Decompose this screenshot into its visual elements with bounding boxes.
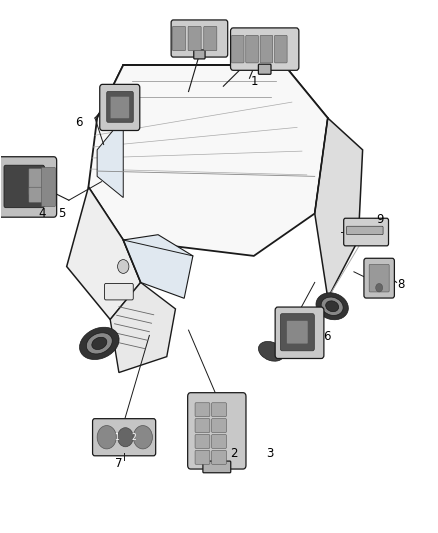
Ellipse shape <box>92 337 107 350</box>
FancyBboxPatch shape <box>29 168 44 195</box>
FancyBboxPatch shape <box>258 64 271 74</box>
FancyBboxPatch shape <box>212 450 226 464</box>
FancyBboxPatch shape <box>0 157 57 217</box>
FancyBboxPatch shape <box>107 92 133 122</box>
FancyBboxPatch shape <box>231 35 244 63</box>
Circle shape <box>117 260 129 273</box>
Text: 2: 2 <box>230 447 237 459</box>
FancyBboxPatch shape <box>346 226 383 235</box>
FancyBboxPatch shape <box>110 96 129 118</box>
Text: 6: 6 <box>323 330 331 343</box>
FancyBboxPatch shape <box>275 307 324 359</box>
Circle shape <box>117 427 133 447</box>
Polygon shape <box>110 282 176 373</box>
Ellipse shape <box>316 293 348 320</box>
Ellipse shape <box>80 327 119 360</box>
FancyBboxPatch shape <box>230 28 299 70</box>
FancyBboxPatch shape <box>173 26 185 51</box>
FancyBboxPatch shape <box>287 320 308 344</box>
Text: 1: 1 <box>251 76 258 88</box>
FancyBboxPatch shape <box>42 167 55 207</box>
FancyBboxPatch shape <box>364 259 394 298</box>
FancyBboxPatch shape <box>195 450 210 464</box>
Text: 4: 4 <box>39 207 46 220</box>
Text: 1: 1 <box>114 433 119 442</box>
Text: 2: 2 <box>132 433 137 442</box>
Circle shape <box>97 425 116 449</box>
FancyBboxPatch shape <box>188 26 201 51</box>
FancyBboxPatch shape <box>171 20 228 57</box>
Text: 8: 8 <box>397 278 405 291</box>
FancyBboxPatch shape <box>203 461 231 473</box>
Text: 3: 3 <box>266 447 273 459</box>
FancyBboxPatch shape <box>275 35 287 63</box>
Text: 7: 7 <box>115 457 123 470</box>
Polygon shape <box>88 65 328 256</box>
FancyBboxPatch shape <box>260 35 273 63</box>
Text: 9: 9 <box>377 213 384 227</box>
Polygon shape <box>97 118 123 198</box>
FancyBboxPatch shape <box>195 403 210 417</box>
FancyBboxPatch shape <box>195 434 210 448</box>
Ellipse shape <box>321 297 343 316</box>
Circle shape <box>133 425 152 449</box>
FancyBboxPatch shape <box>195 419 210 432</box>
FancyBboxPatch shape <box>105 284 133 300</box>
Text: 6: 6 <box>75 116 83 129</box>
FancyBboxPatch shape <box>212 403 226 417</box>
FancyBboxPatch shape <box>100 84 140 131</box>
FancyBboxPatch shape <box>344 218 389 246</box>
FancyBboxPatch shape <box>187 393 246 469</box>
FancyBboxPatch shape <box>212 419 226 432</box>
FancyBboxPatch shape <box>4 165 45 208</box>
Polygon shape <box>67 187 141 319</box>
FancyBboxPatch shape <box>369 264 389 292</box>
Text: 5: 5 <box>58 207 65 220</box>
Ellipse shape <box>258 342 284 361</box>
Ellipse shape <box>86 333 112 354</box>
Polygon shape <box>315 118 363 298</box>
FancyBboxPatch shape <box>92 419 155 456</box>
FancyBboxPatch shape <box>194 50 205 59</box>
FancyBboxPatch shape <box>280 314 314 351</box>
Polygon shape <box>123 235 193 298</box>
Circle shape <box>376 284 383 292</box>
FancyBboxPatch shape <box>29 187 44 203</box>
FancyBboxPatch shape <box>246 35 258 63</box>
Ellipse shape <box>326 301 339 312</box>
Polygon shape <box>97 65 328 214</box>
FancyBboxPatch shape <box>204 26 217 51</box>
FancyBboxPatch shape <box>212 434 226 448</box>
